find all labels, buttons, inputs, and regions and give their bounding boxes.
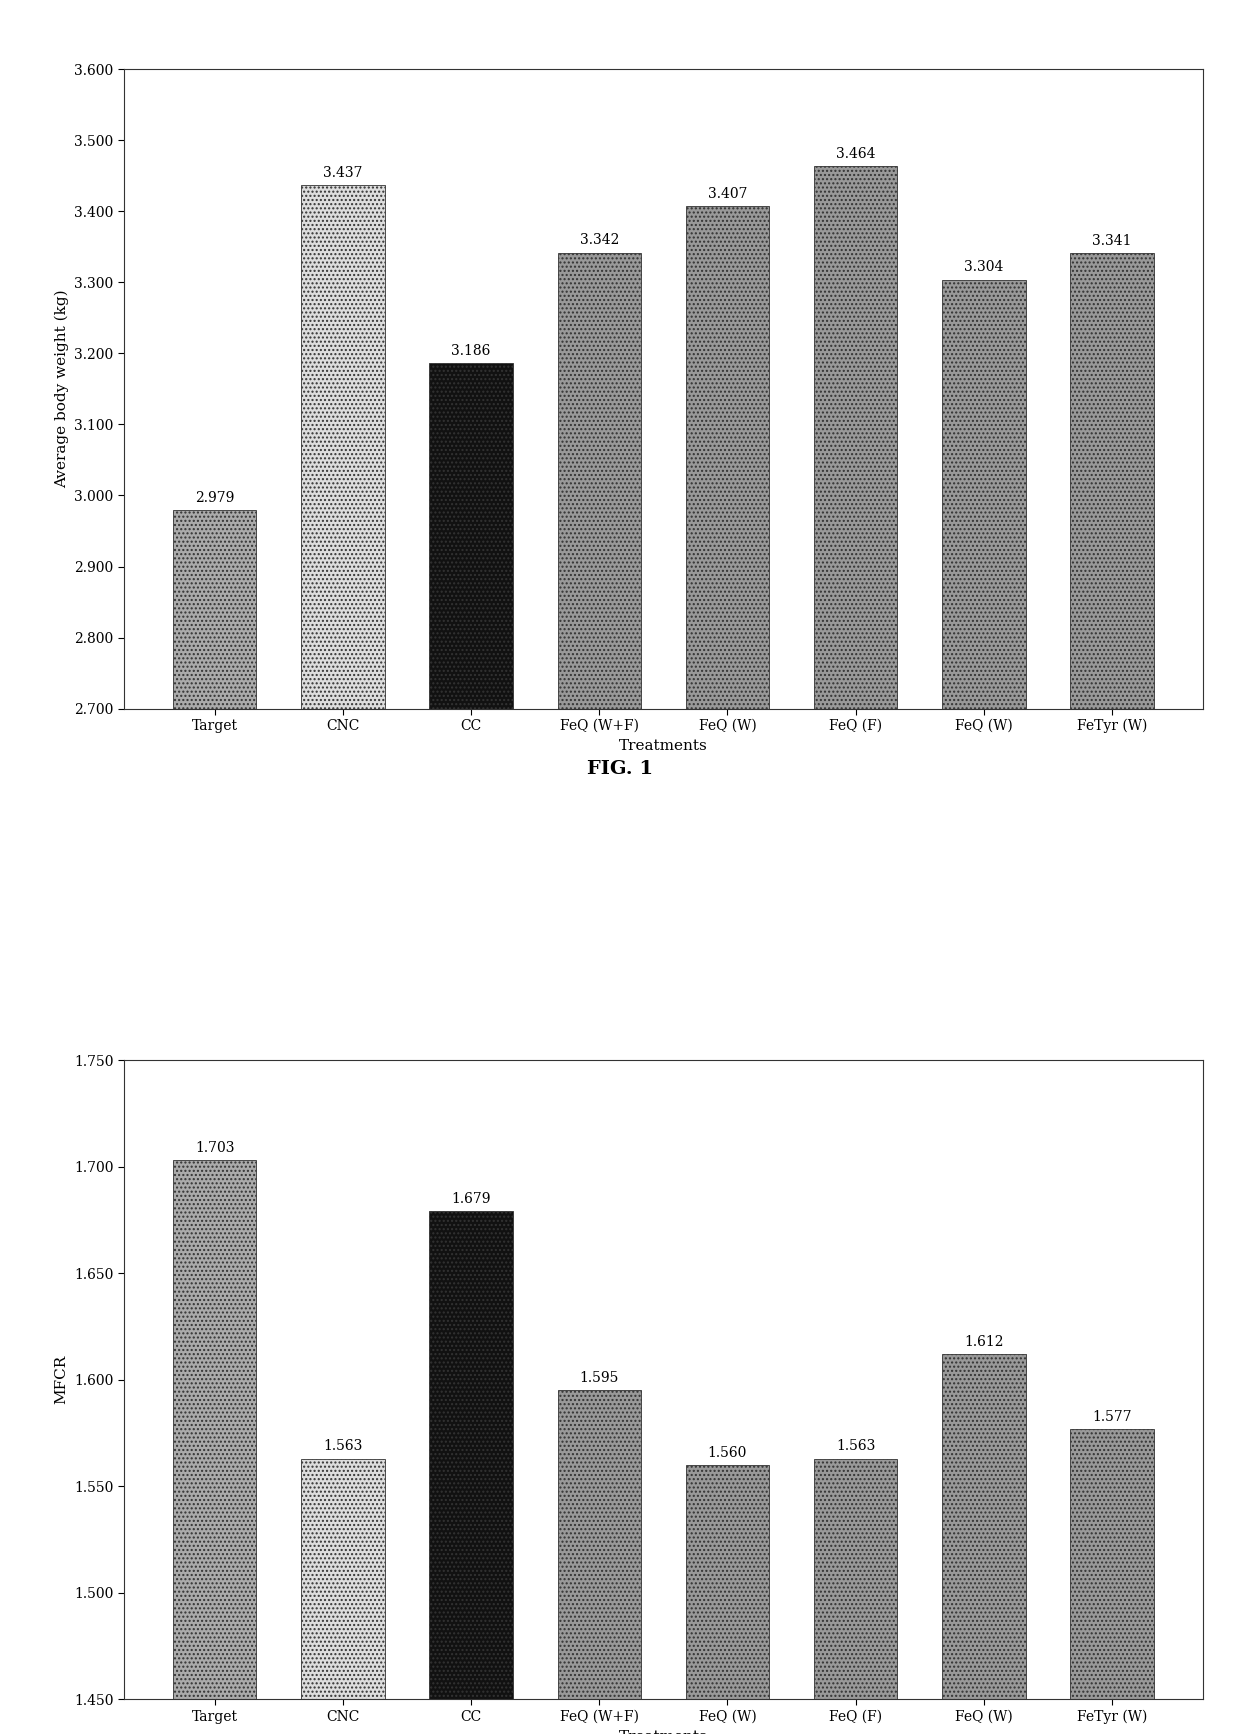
X-axis label: Treatments: Treatments xyxy=(619,739,708,753)
Text: 1.703: 1.703 xyxy=(195,1141,234,1155)
Bar xyxy=(301,1458,384,1699)
Text: 3.304: 3.304 xyxy=(965,260,1003,274)
Text: 3.407: 3.407 xyxy=(708,187,748,201)
Bar xyxy=(813,166,898,709)
Bar xyxy=(301,186,384,709)
Bar xyxy=(174,1160,257,1699)
Bar xyxy=(686,206,769,709)
Text: 3.341: 3.341 xyxy=(1092,234,1132,248)
Text: 1.612: 1.612 xyxy=(965,1335,1003,1349)
Text: FIG. 1: FIG. 1 xyxy=(587,759,653,779)
Bar xyxy=(813,1458,898,1699)
Bar xyxy=(686,1465,769,1699)
Bar xyxy=(942,1354,1025,1699)
Text: 1.563: 1.563 xyxy=(324,1439,362,1453)
Text: 3.342: 3.342 xyxy=(579,234,619,248)
Y-axis label: MFCR: MFCR xyxy=(55,1354,68,1405)
Bar xyxy=(558,1391,641,1699)
Text: 1.595: 1.595 xyxy=(579,1372,619,1385)
Bar xyxy=(429,364,513,709)
Bar xyxy=(1070,253,1153,709)
Bar xyxy=(942,279,1025,709)
X-axis label: Treatments: Treatments xyxy=(619,1731,708,1734)
Text: 3.464: 3.464 xyxy=(836,147,875,161)
Bar xyxy=(558,253,641,709)
Text: 1.563: 1.563 xyxy=(836,1439,875,1453)
Bar xyxy=(429,1212,513,1699)
Text: 1.560: 1.560 xyxy=(708,1446,748,1460)
Text: 3.186: 3.186 xyxy=(451,345,491,359)
Y-axis label: Average body weight (kg): Average body weight (kg) xyxy=(55,290,68,489)
Text: 2.979: 2.979 xyxy=(195,491,234,505)
Bar xyxy=(174,510,257,709)
Text: 1.679: 1.679 xyxy=(451,1193,491,1207)
Bar xyxy=(1070,1429,1153,1699)
Text: 3.437: 3.437 xyxy=(324,166,362,180)
Text: 1.577: 1.577 xyxy=(1092,1410,1132,1424)
